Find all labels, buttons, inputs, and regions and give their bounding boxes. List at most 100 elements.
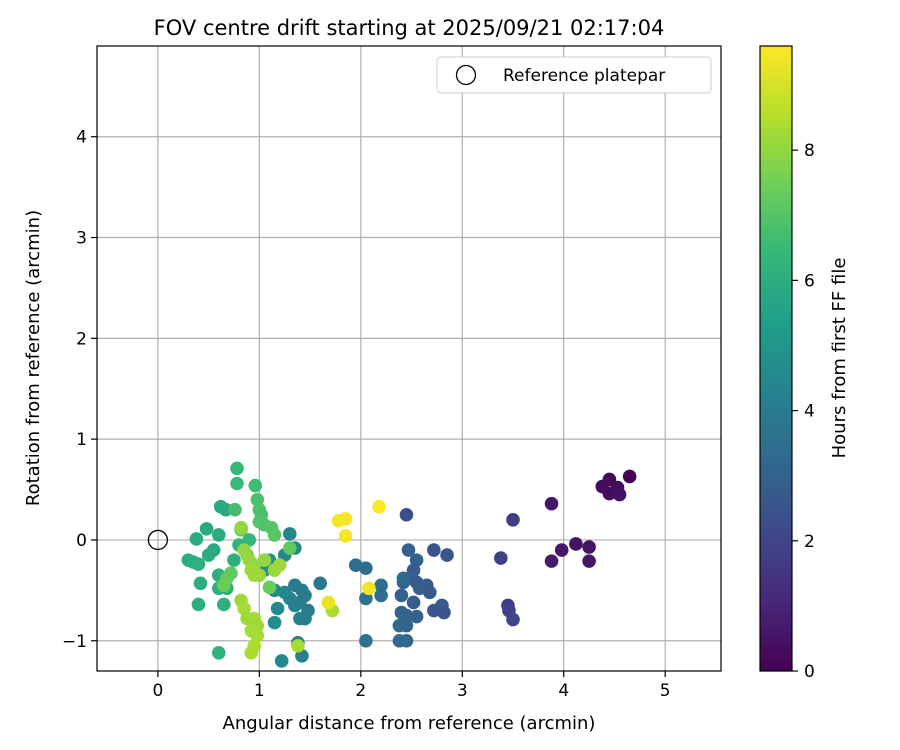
colorbar-label: Hours from first FF file [829,258,850,459]
data-point [427,543,441,557]
data-point [569,537,583,551]
data-point [359,633,373,648]
chart-title: FOV centre drift starting at 2025/09/21 … [154,16,665,40]
x-tick-label: 3 [457,681,468,701]
data-point [272,558,287,572]
colorbar-tick-label: 2 [804,532,815,552]
data-point [230,461,244,476]
data-point [267,528,282,542]
data-point [582,540,596,554]
data-point [230,476,244,491]
y-tick-label: −1 [62,632,87,652]
y-tick-label: 2 [76,329,87,349]
data-point [399,618,414,633]
data-point [199,522,214,536]
data-point [189,532,204,546]
y-tick-label: 4 [76,128,87,148]
data-point [282,527,297,541]
data-point [217,578,231,593]
x-axis-label: Angular distance from reference (arcmin) [223,713,596,734]
data-point [234,521,248,535]
x-tick-label: 1 [254,681,265,701]
reference-platepar-marker [147,529,169,551]
data-point [406,595,421,610]
data-point [399,608,414,623]
data-point [427,603,441,618]
data-point [554,543,569,557]
colorbar-tick-label: 6 [804,271,815,291]
data-point [257,553,272,567]
data-point [338,529,353,543]
data-point [262,580,277,595]
data-point [313,576,328,591]
y-tick-label: 1 [76,430,87,450]
x-axis-ticks: 0 1 2 3 4 5 [152,671,671,701]
data-point [248,478,263,493]
x-tick-label: 4 [558,681,569,701]
plot-frame [96,45,722,672]
data-point [582,554,596,568]
data-point [602,486,617,501]
x-tick-label: 2 [355,681,366,701]
data-point [282,541,297,555]
colorbar-tick-label: 8 [804,141,815,161]
y-tick-label: 3 [76,229,87,249]
data-point [338,511,353,526]
colorbar [759,45,793,672]
data-point [191,597,206,612]
data-point [440,548,454,562]
colorbar-tick-label: 4 [804,402,815,422]
data-point [267,615,282,630]
grid-lines [97,46,721,671]
colorbar-ticks: 0 2 4 6 8 [792,141,815,682]
data-point [409,609,424,624]
data-point [544,496,559,511]
legend-label: Reference platepar [503,66,665,86]
legend: Reference platepar [436,56,712,94]
data-point [544,554,559,568]
data-point [277,585,292,600]
y-axis-label: Rotation from reference (arcmin) [23,210,44,506]
colorbar-tick-label: 0 [804,662,815,682]
data-point [494,551,508,565]
data-point [193,576,208,591]
data-point [227,553,241,567]
data-point [228,502,242,517]
data-point [291,638,305,653]
data-point [394,588,409,603]
data-point [270,601,285,616]
data-point [191,557,206,571]
data-point [237,543,251,557]
x-tick-label: 5 [660,681,671,701]
data-point [372,499,386,514]
data-point [423,585,437,600]
data-point [506,512,520,527]
legend-marker-icon [455,64,477,86]
data-point [374,578,388,593]
data-point [242,533,256,547]
data-point [274,654,289,668]
data-point [506,612,520,627]
data-point [293,611,307,626]
data-points [181,461,637,668]
data-point [622,469,637,484]
data-point [612,487,627,502]
data-point [374,588,388,603]
data-point [396,571,411,586]
data-point [250,492,265,507]
data-point [247,568,262,583]
legend-box [436,56,712,94]
y-axis-ticks: −1 0 1 2 3 4 [62,128,97,652]
y-tick-label: 0 [76,531,87,551]
x-tick-label: 0 [152,681,163,701]
data-point [321,595,336,610]
data-point [201,548,216,562]
data-point [359,561,373,575]
data-point [211,646,226,660]
data-point [217,597,231,612]
data-point [437,605,451,620]
data-point [399,633,414,648]
data-point [244,646,259,660]
data-point [362,581,376,596]
